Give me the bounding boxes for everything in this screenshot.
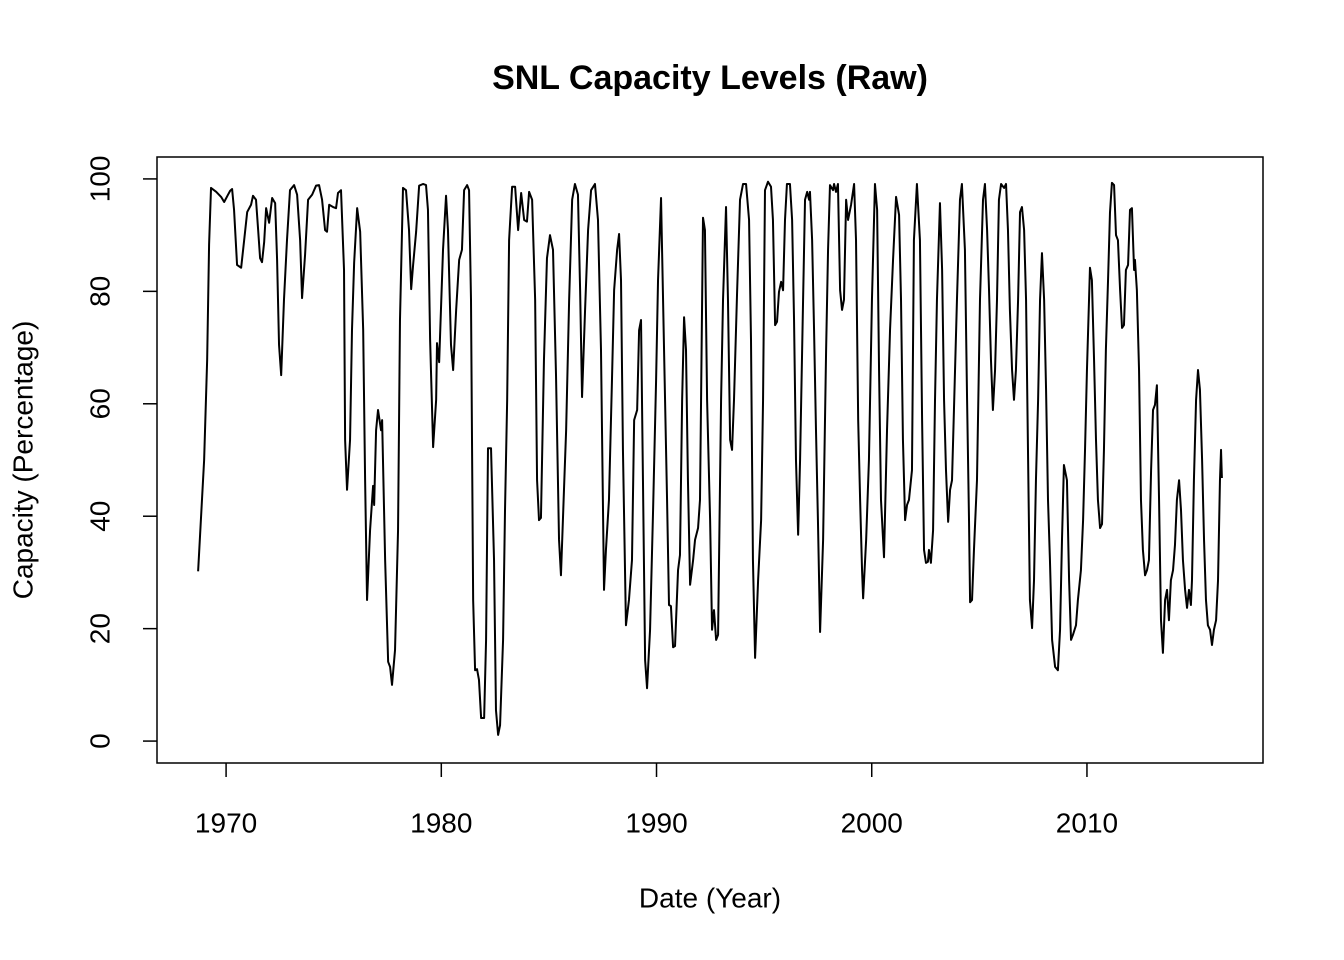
x-tick-label: 1970 xyxy=(195,807,257,838)
y-tick-label: 60 xyxy=(84,388,115,419)
y-tick-label: 20 xyxy=(84,613,115,644)
data-line xyxy=(197,180,1223,736)
x-tick-label: 2000 xyxy=(841,807,903,838)
x-axis-label: Date (Year) xyxy=(639,882,781,913)
plot-frame xyxy=(156,156,1264,764)
y-tick-label: 40 xyxy=(84,501,115,532)
chart-title: SNL Capacity Levels (Raw) xyxy=(492,59,928,97)
y-tick-label: 80 xyxy=(84,276,115,307)
y-tick-label: 100 xyxy=(84,156,115,203)
y-tick-label: 0 xyxy=(84,733,115,749)
x-tick-label: 1990 xyxy=(625,807,687,838)
y-axis-label: Capacity (Percentage) xyxy=(7,321,38,600)
x-tick-label: 2010 xyxy=(1056,807,1118,838)
x-tick-label: 1980 xyxy=(410,807,472,838)
